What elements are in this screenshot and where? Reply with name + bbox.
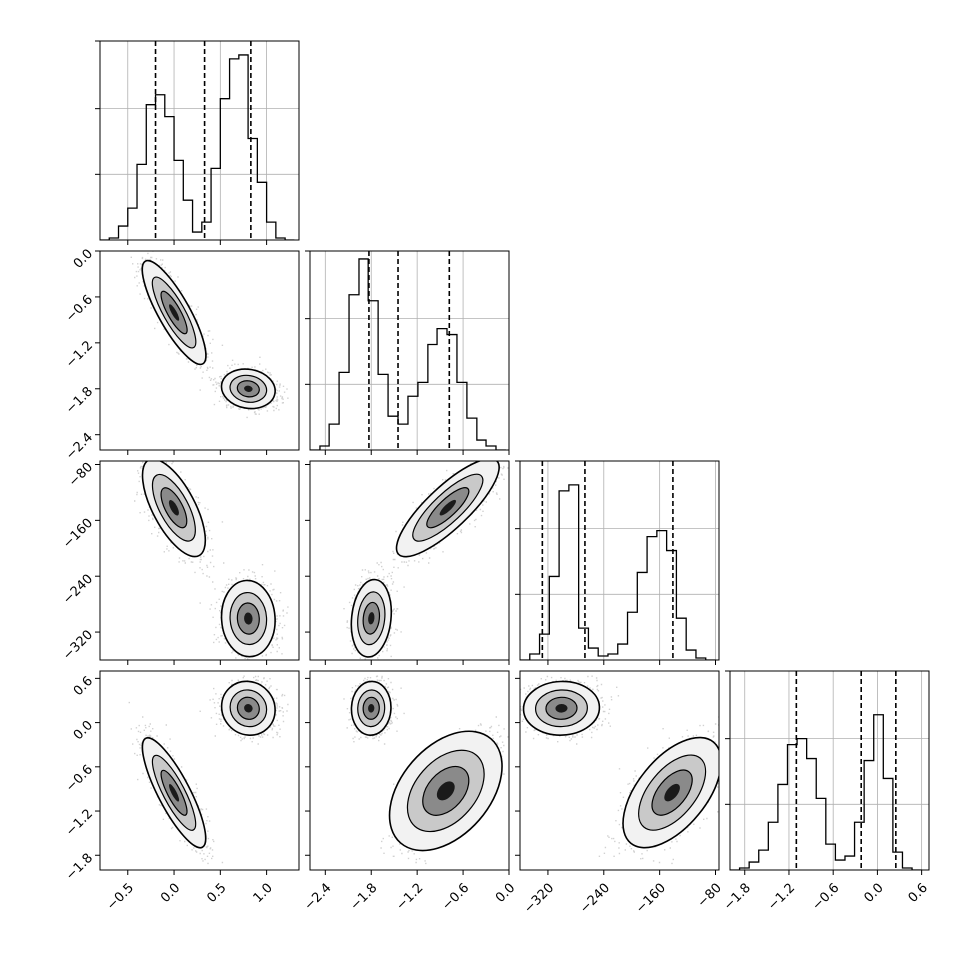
histogram-step-p2 (520, 484, 716, 660)
density-panel-p0-p1 (95, 250, 300, 455)
x-tick-label-p2: −80 (695, 881, 725, 911)
contour-level-3 (368, 704, 375, 713)
x-tick-label-p1: 0.0 (493, 881, 518, 906)
histogram-step-p3 (730, 714, 922, 870)
y-tick-label-p2: −240 (60, 572, 96, 608)
contour-level-3 (244, 612, 253, 625)
x-tick-label-p1: −1.2 (393, 881, 426, 914)
x-tick-label-p1: −1.8 (348, 881, 381, 914)
contour-level-3 (169, 304, 180, 321)
contour-level-3 (555, 704, 568, 713)
density-content (128, 675, 289, 865)
y-tick-label-p3: 0.0 (71, 718, 96, 743)
x-tick-label-p0: 1.0 (251, 881, 276, 906)
x-tick-label-p1: −0.6 (439, 881, 472, 914)
histogram-panel-p2 (515, 460, 720, 661)
panel-frame (519, 460, 720, 661)
histogram-step-p1 (310, 258, 506, 450)
x-tick-label-p0: −0.5 (104, 881, 137, 914)
density-content (520, 675, 719, 865)
panel-frame (309, 670, 510, 871)
density-panel-p0-p3 (95, 670, 300, 875)
histogram-panel-p1 (305, 250, 510, 451)
panel-frame (729, 670, 930, 871)
x-tick-label-p3: 0.0 (861, 881, 886, 906)
x-tick-label-p2: −240 (577, 881, 613, 917)
density-panel-p2-p3 (515, 670, 720, 875)
contour-level-3 (244, 385, 253, 392)
y-tick-label-p1: −0.6 (63, 292, 96, 325)
contour-level-3 (436, 781, 455, 801)
panel-frame (519, 670, 720, 871)
y-tick-label-p3: 0.6 (71, 674, 96, 699)
density-panel-p1-p3 (305, 670, 510, 875)
contour-level-3 (244, 703, 253, 713)
density-content (343, 461, 509, 660)
sample-points (130, 251, 289, 419)
x-tick-label-p2: −320 (521, 881, 557, 917)
density-content (343, 675, 509, 865)
histogram-step-p0 (100, 54, 295, 240)
y-tick-label-p2: −160 (60, 516, 96, 552)
contour-level-3 (169, 784, 180, 802)
contour-level-3 (168, 500, 179, 516)
density-panel-p0-p2 (95, 460, 300, 665)
panel-frame (99, 460, 300, 661)
x-tick-label-p0: 0.5 (204, 881, 229, 906)
contour-level-3 (664, 783, 680, 802)
y-tick-label-p2: −80 (66, 460, 96, 490)
x-tick-label-p3: 0.6 (906, 881, 931, 906)
density-content (134, 461, 289, 660)
y-tick-label-p1: −1.8 (63, 384, 96, 417)
x-tick-label-p3: −0.6 (810, 881, 843, 914)
x-tick-label-p3: −1.2 (765, 881, 798, 914)
contour-level-3 (368, 612, 375, 625)
panel-frame (99, 250, 300, 451)
density-content (130, 251, 289, 419)
y-tick-label-p1: −2.4 (63, 430, 96, 463)
y-tick-label-p1: −1.2 (63, 338, 96, 371)
x-tick-label-p2: −160 (633, 881, 669, 917)
y-tick-label-p3: −1.8 (63, 851, 96, 884)
contour-level-3 (439, 499, 456, 516)
y-tick-label-p3: −1.2 (63, 806, 96, 839)
panel-frame (309, 250, 510, 451)
x-tick-label-p0: 0.0 (158, 881, 183, 906)
x-tick-label-p3: −1.8 (721, 881, 754, 914)
histogram-panel-p3 (725, 670, 930, 871)
panel-frame (99, 40, 300, 241)
y-tick-label-p3: −0.6 (63, 762, 96, 795)
histogram-panel-p0 (95, 40, 300, 241)
y-tick-label-p2: −320 (60, 628, 96, 664)
panel-frame (99, 670, 300, 871)
x-tick-label-p1: −2.4 (302, 881, 335, 914)
y-tick-label-p1: 0.0 (71, 246, 96, 271)
density-panel-p1-p2 (305, 460, 510, 665)
panel-frame (309, 460, 510, 661)
